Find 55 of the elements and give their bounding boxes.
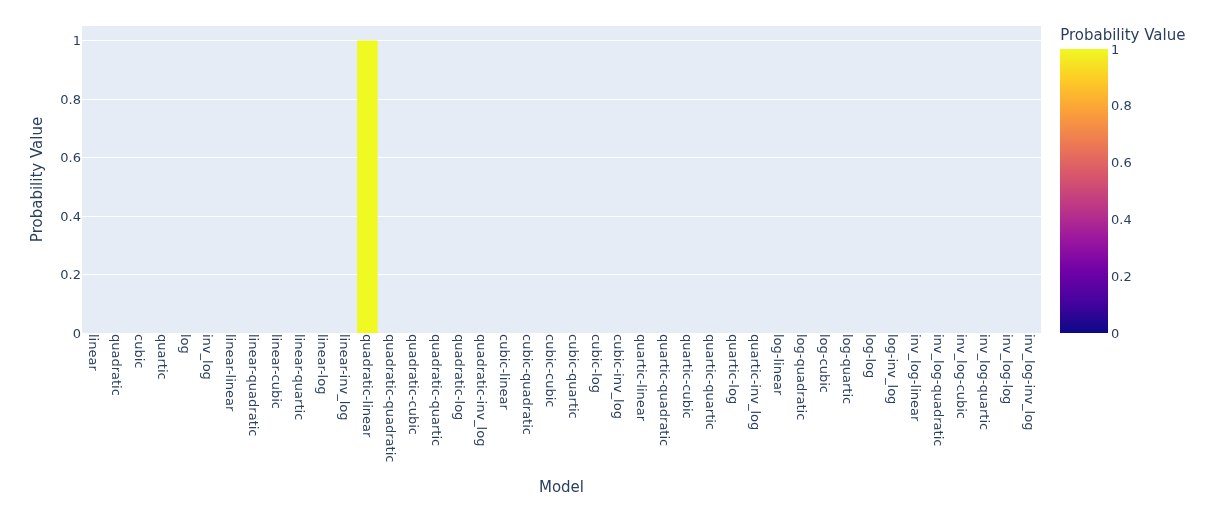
x-tick-label: log [177,334,193,354]
x-tick-label: quartic-inv_log [748,334,764,431]
x-tick-label: cubic-quartic [565,334,581,419]
color-bar-label: 0 [1111,325,1120,341]
x-tick-label: cubic [131,334,147,369]
x-tick-label: quartic-linear [634,334,650,422]
x-tick-label: linear-cubic [268,334,284,410]
x-tick-label: quadratic-linear [360,334,376,438]
color-bar-label: 0.4 [1111,211,1132,227]
x-tick-label: linear-log [314,334,330,395]
x-tick-label: log-inv_log [885,334,901,405]
x-tick-label: quadratic [109,334,125,396]
x-tick-label: inv_log-linear [908,334,924,422]
x-tick-label: log-cubic [816,334,832,393]
x-tick-label: inv_log [200,334,216,380]
x-tick-label: log-linear [771,334,787,396]
x-tick-label: quartic-log [725,334,741,405]
x-tick-label: cubic-cubic [542,334,558,408]
y-tick-label: 0 [72,325,81,341]
x-tick-label: inv_log-quadratic [931,334,947,447]
color-bar-label: 0.6 [1111,155,1132,171]
x-tick-label: quartic-quadratic [657,334,673,447]
x-tick-label: linear-inv_log [337,334,353,421]
y-tick-label: 0.4 [60,208,81,224]
x-tick-label: log-quadratic [794,334,810,421]
x-tick-label: log-log [862,334,878,379]
x-tick-label: inv_log-quartic [976,334,992,431]
x-tick-label: inv_log-log [999,334,1015,405]
color-bar-label: 0.2 [1111,268,1132,284]
x-tick-label: cubic-linear [497,334,513,411]
x-tick-label: cubic-inv_log [611,334,627,419]
color-bar-label: 0.8 [1111,98,1132,114]
x-tick-label: quadratic-cubic [405,334,421,435]
x-tick-label: inv_log-cubic [953,334,969,419]
x-tick-label: inv_log-inv_log [1022,334,1038,431]
x-tick-label: cubic-quadratic [520,334,536,435]
y-axis-title: Probability Value [28,116,46,243]
y-tick-label: 0.6 [60,150,81,166]
x-tick-label: log-quartic [839,334,855,405]
x-tick-label: cubic-log [588,334,604,393]
y-tick-label: 0.2 [60,267,81,283]
x-tick-label: quartic [154,334,170,380]
x-tick-label: quartic-cubic [679,334,695,419]
x-tick-label: quadratic-inv_log [474,334,490,447]
x-tick-label: linear [86,334,102,372]
y-tick-label: 1 [72,33,81,49]
x-tick-label: linear-quadratic [246,334,262,437]
x-tick-label: quadratic-quartic [428,334,444,447]
y-tick-label: 0.8 [60,91,81,107]
x-tick-label: quadratic-log [451,334,467,421]
x-tick-label: linear-quartic [291,334,307,421]
x-tick-label: linear-linear [223,334,239,413]
x-tick-label: quadratic-quadratic [383,334,399,463]
x-tick-label: quartic-quartic [702,334,718,431]
x-axis-title: Model [538,478,585,497]
